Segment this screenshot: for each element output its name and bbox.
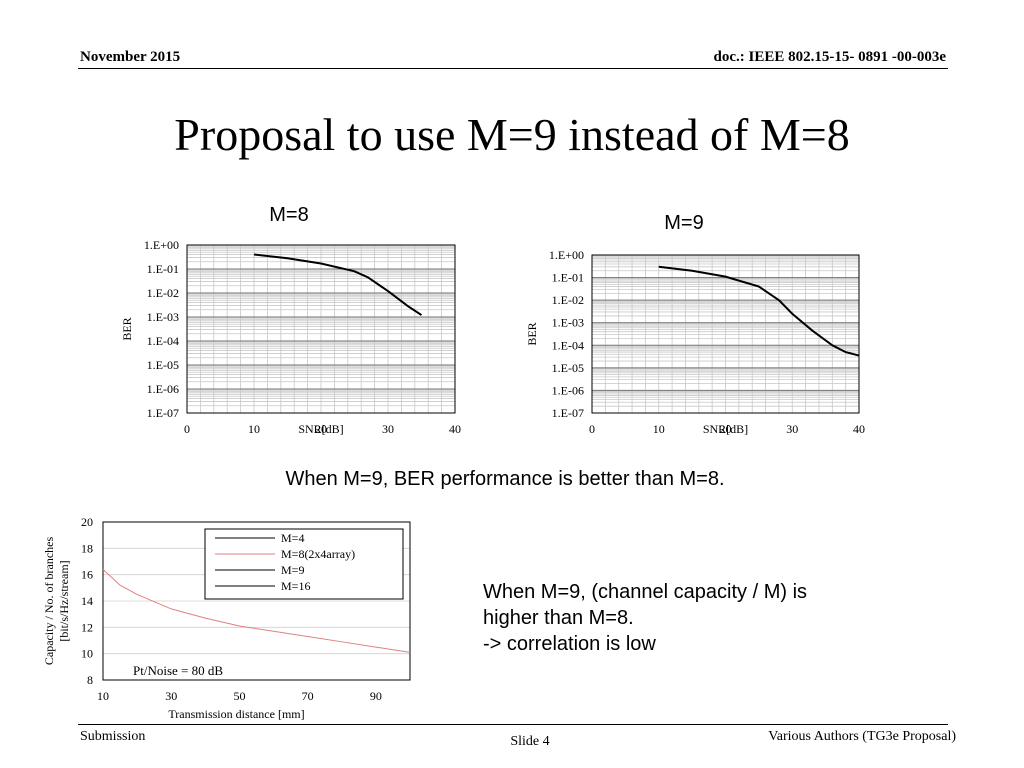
x-tick-label: 40 xyxy=(449,422,461,436)
footer-slide-number: Slide 4 xyxy=(510,734,550,749)
plot-frame xyxy=(591,254,860,414)
header-doc-id: doc.: IEEE 802.15-15- 0891 -00-003e xyxy=(713,49,947,65)
y-tick-label: 1.E+00 xyxy=(549,248,584,262)
y-tick-label: 8 xyxy=(87,673,93,687)
x-tick-label: 10 xyxy=(653,422,665,436)
footer-rule xyxy=(78,724,948,725)
x-axis-label: Transmission distance [mm] xyxy=(168,707,304,721)
y-tick-label: 20 xyxy=(81,515,93,529)
x-tick-label: 10 xyxy=(97,689,109,703)
y-tick-label: 10 xyxy=(81,647,93,661)
capacity-caption: When M=9, (channel capacity / M) is high… xyxy=(483,579,807,657)
chart-title: M=8 xyxy=(269,204,308,226)
x-tick-label: 20 xyxy=(720,422,732,436)
x-tick-label: 0 xyxy=(184,422,190,436)
x-tick-label: 20 xyxy=(315,422,327,436)
y-axis-label-line-2: [bit/s/Hz/stream] xyxy=(57,560,71,641)
legend-box xyxy=(204,528,404,600)
y-tick-label: 1.E-04 xyxy=(552,338,584,352)
y-tick-label: 1.E-05 xyxy=(147,358,179,372)
y-tick-label: 1.E-03 xyxy=(552,316,584,330)
x-tick-label: 30 xyxy=(165,689,177,703)
y-tick-label: 14 xyxy=(81,594,93,608)
y-tick-label: 1.E-06 xyxy=(147,382,179,396)
x-tick-label: 50 xyxy=(233,689,245,703)
y-tick-label: 1.E-05 xyxy=(552,361,584,375)
y-tick-label: 1.E-03 xyxy=(147,310,179,324)
plot-frame xyxy=(102,521,411,681)
y-tick-label: 1.E-04 xyxy=(147,334,179,348)
x-tick-label: 0 xyxy=(589,422,595,436)
ber-chart-m9: 1.E+00 1.E-01 1.E-02 1.E-03 1.E-04 1.E-05 1.E-… xyxy=(525,212,865,436)
x-tick-label: 10 xyxy=(248,422,260,436)
ber-caption: When M=9, BER performance is better than… xyxy=(285,468,725,490)
y-axis-label: BER xyxy=(525,322,539,345)
x-axis-label: SNR[dB] xyxy=(703,422,748,436)
capacity-chart: 8 10 12 14 16 18 20 10 30 50 70 90 Transmission dist… xyxy=(42,515,411,721)
y-tick-label: 1.E-01 xyxy=(147,262,179,276)
footer-authors: Various Authors (TG3e Proposal) xyxy=(768,729,956,744)
ber-series-line xyxy=(253,253,423,316)
y-tick-label: 1.E-06 xyxy=(552,383,584,397)
header-date: November 2015 xyxy=(80,49,181,65)
capacity-caption-line-1: When M=9, (channel capacity / M) is xyxy=(483,581,808,603)
slide-title: Proposal to use M=9 instead of M=8 xyxy=(174,109,850,160)
y-tick-label: 18 xyxy=(81,541,93,555)
capacity-caption-line-2: higher than M=8. xyxy=(483,607,634,629)
x-axis-label: SNR[dB] xyxy=(298,422,343,436)
x-tick-label: 30 xyxy=(786,422,798,436)
footer-submission: Submission xyxy=(80,729,146,744)
annotation-background xyxy=(105,661,277,679)
x-tick-label: 70 xyxy=(302,689,314,703)
annotation-pt-noise: Pt/Noise = 80 dB xyxy=(133,663,223,678)
ber-chart-m8: 1.E+00 1.E-01 1.E-02 1.E-03 1.E-04 1.E-05 1.E-… xyxy=(120,204,461,436)
y-tick-label: 12 xyxy=(81,620,93,634)
x-tick-label: 40 xyxy=(853,422,865,436)
x-tick-label: 30 xyxy=(382,422,394,436)
y-tick-label: 1.E-02 xyxy=(147,286,179,300)
capacity-series-line xyxy=(102,569,411,653)
chart-title: M=9 xyxy=(664,212,703,234)
y-tick-label: 1.E-07 xyxy=(147,406,179,420)
legend-entry: M=4 xyxy=(281,531,304,545)
y-tick-label: 1.E+00 xyxy=(144,238,179,252)
x-tick-label: 90 xyxy=(370,689,382,703)
y-tick-label: 1.E-02 xyxy=(552,293,584,307)
legend-entry: M=16 xyxy=(281,579,310,593)
ber-series-line xyxy=(658,265,860,357)
y-tick-label: 1.E-01 xyxy=(552,271,584,285)
y-axis-label-line-1: Capacity / No. of branches xyxy=(42,537,56,666)
y-tick-label: 1.E-07 xyxy=(552,406,584,420)
y-axis-label: BER xyxy=(120,317,134,340)
y-tick-label: 16 xyxy=(81,568,93,582)
legend-entry: M=9 xyxy=(281,563,304,577)
plot-frame xyxy=(186,244,456,414)
legend-entry: M=8(2x4array) xyxy=(281,547,355,561)
capacity-caption-line-3: -> correlation is low xyxy=(483,633,656,655)
header-rule xyxy=(78,68,948,69)
